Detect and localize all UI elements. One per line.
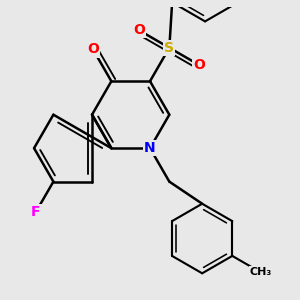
Text: O: O xyxy=(87,42,99,56)
Text: O: O xyxy=(133,23,145,38)
Text: O: O xyxy=(194,58,206,72)
Text: S: S xyxy=(164,41,174,55)
Text: N: N xyxy=(144,141,156,155)
Text: F: F xyxy=(31,205,41,219)
Text: CH₃: CH₃ xyxy=(250,267,272,277)
